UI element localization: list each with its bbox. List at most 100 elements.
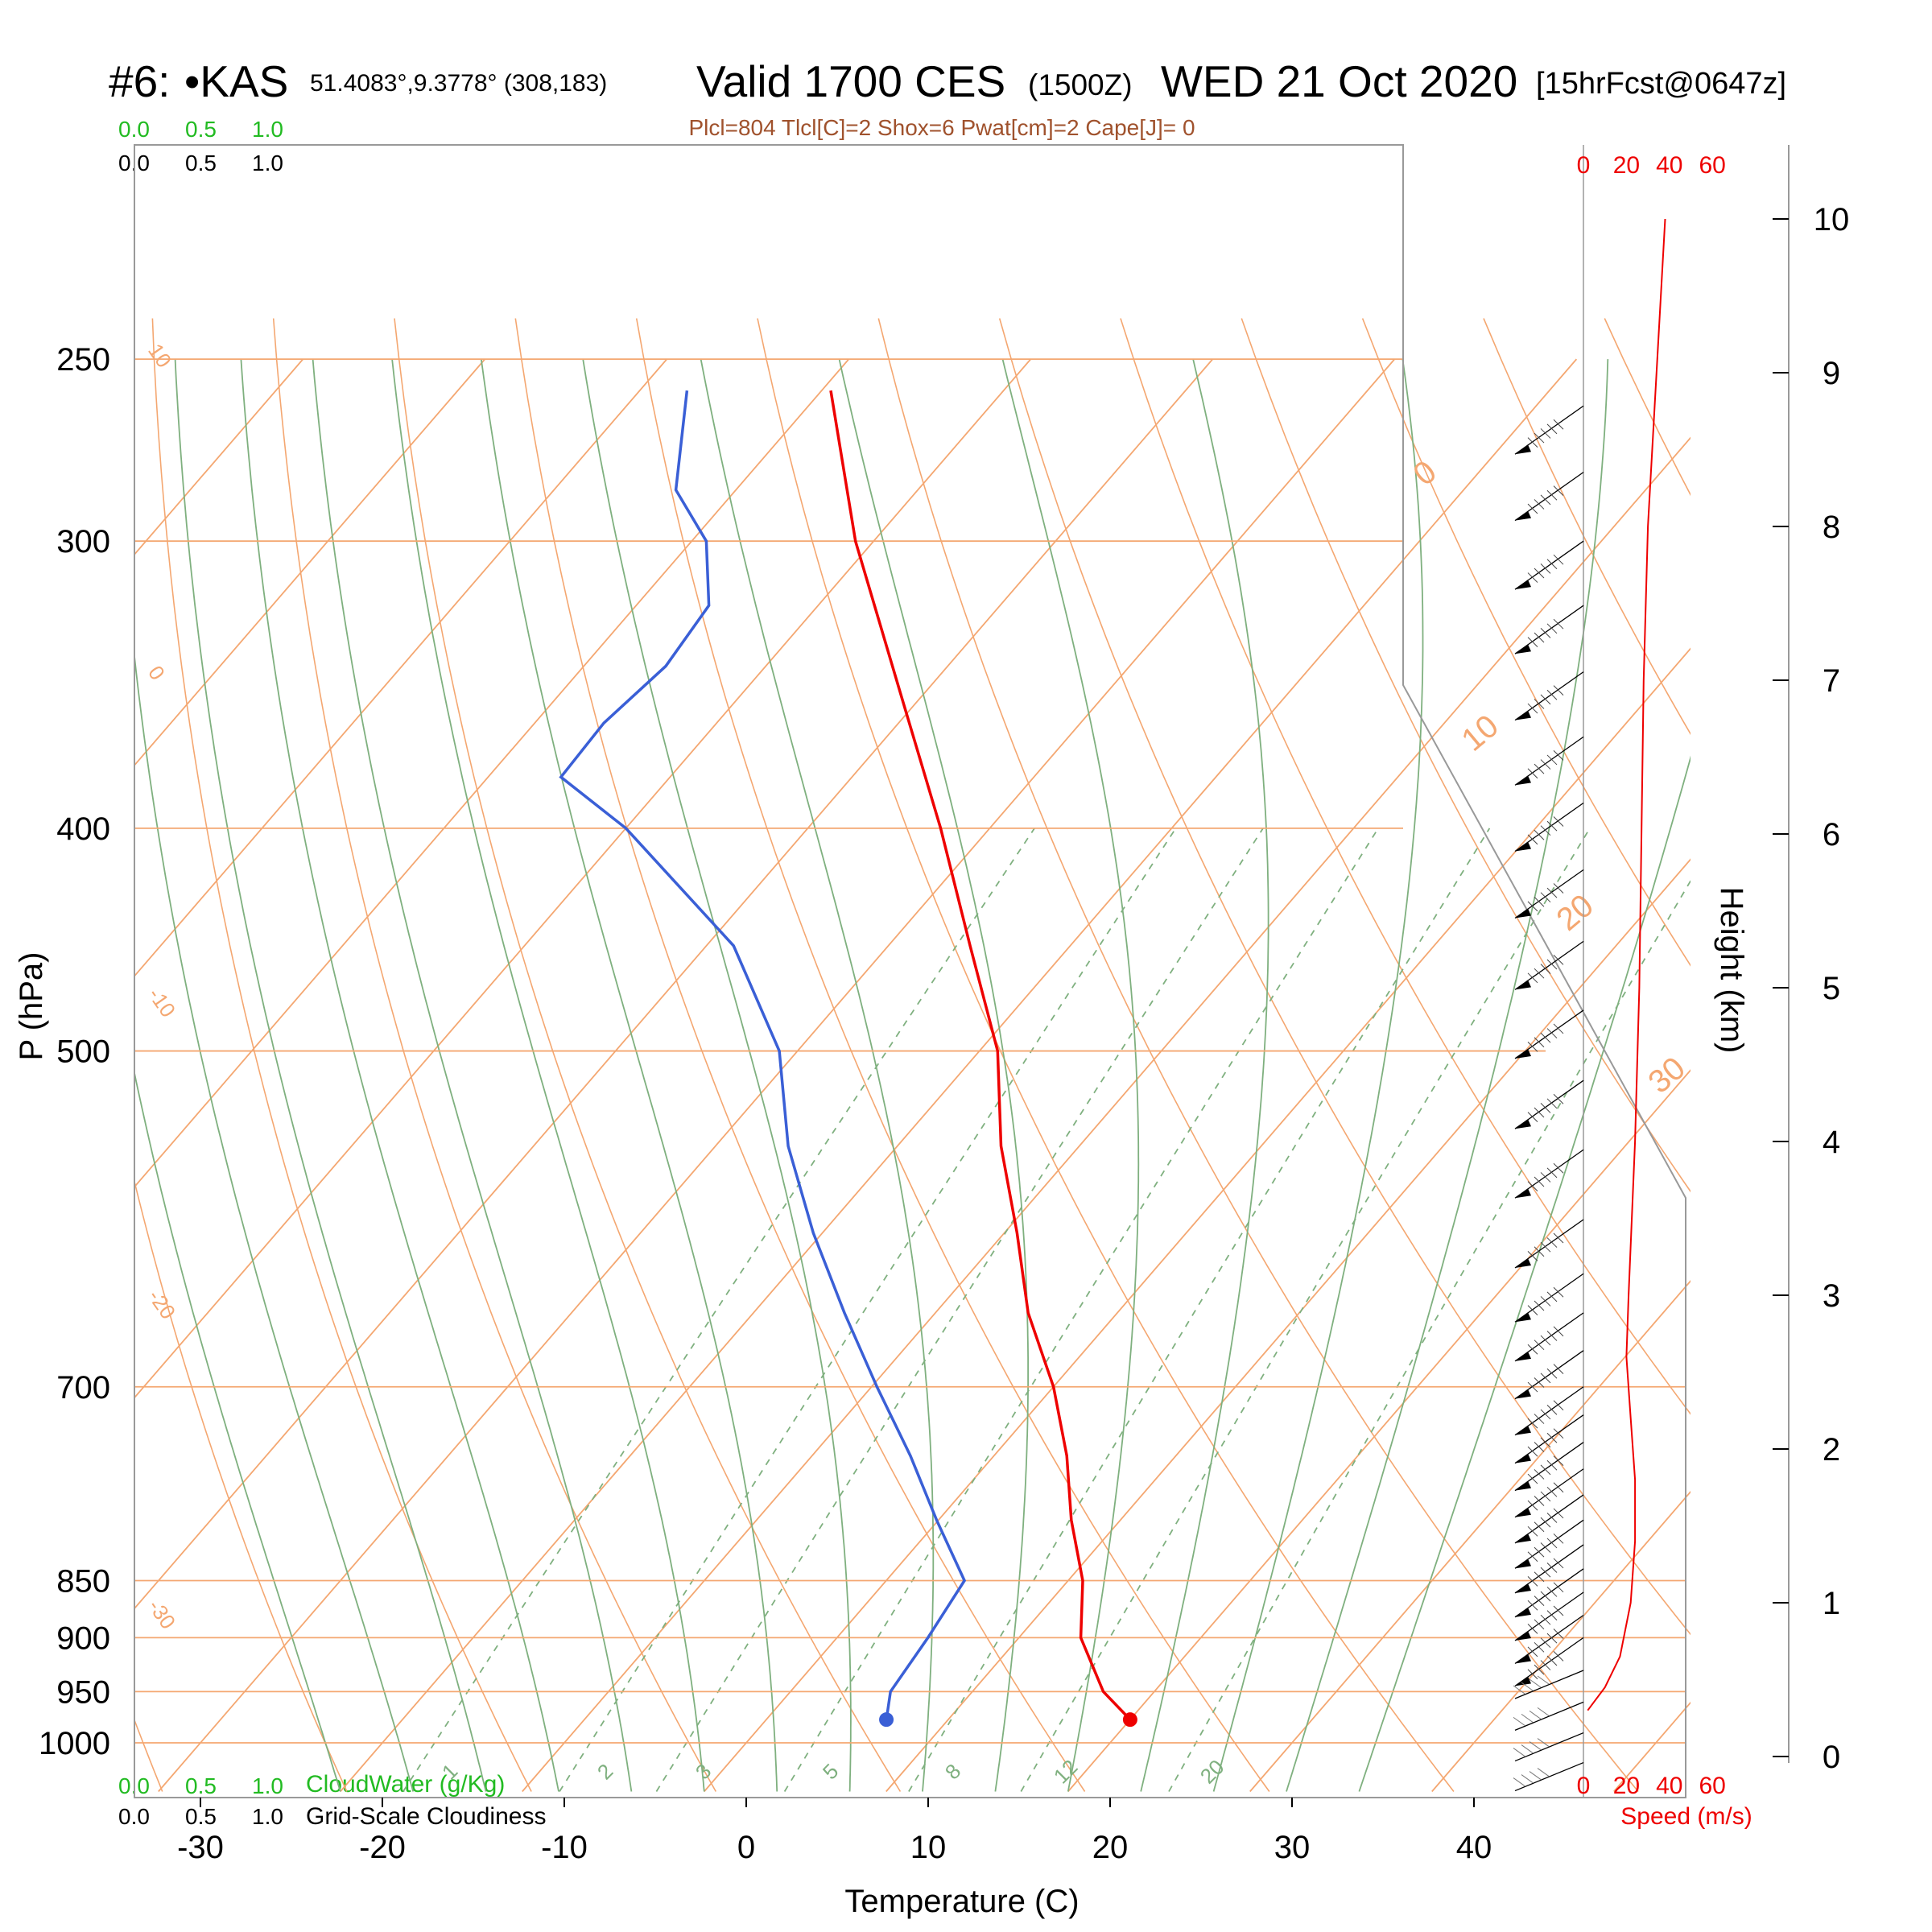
dry-adiabat-line [1847,319,1932,1792]
mixing-ratio-label: 8 [940,1759,965,1784]
surface-temperature-dot [1122,1712,1137,1728]
wind-barb [1514,1591,1584,1641]
cloudiness-label: Grid-Scale Cloudiness [306,1803,546,1830]
cloudiness-bottom-1: 1.0 [252,1804,283,1829]
dry-adiabat-line [134,1179,348,1792]
moist-adiabat-line [1286,359,1609,1792]
mixing-ratio-line [1020,828,1591,1792]
dry-adiabat-line [877,318,1639,1793]
wind-barb [1513,1732,1584,1762]
speed-tick-top: 60 [1699,152,1726,179]
plot-frame [134,144,1686,1798]
mixing-ratio-line [1168,879,1690,1792]
dry-adiabat-line [394,318,902,1792]
isotherm-line [1431,1490,1690,1793]
wind-barbs [1513,145,1584,1798]
x-tick-label: -20 [359,1830,406,1865]
forecast-info: [15hrFcst@0647z] [1536,67,1786,101]
height-tick-label: 1 [1823,1586,1840,1621]
pressure-tick-label: 1000 [39,1726,110,1761]
wind-barb [1514,1494,1584,1544]
pressure-tick-label: 400 [56,811,110,847]
isotherm-line [134,358,1214,1610]
x-tick-label: 30 [1274,1830,1311,1865]
wind-barb [1514,1009,1584,1059]
wind-speed-profile [1587,218,1666,1711]
moist-adiabat-line [391,359,705,1792]
height-tick-label: 10 [1814,202,1850,237]
wind-barb [1514,940,1584,990]
speed-tick-bottom: 0 [1577,1773,1591,1799]
pressure-tick-label: 850 [56,1563,110,1599]
speed-tick-top: 40 [1656,152,1682,179]
wind-barb [1514,1468,1584,1518]
height-tick-label: 7 [1823,663,1840,699]
x-tick-label: 40 [1456,1830,1492,1865]
moist-adiabat-line [1001,358,1140,1792]
dry-adiabat-line [272,318,716,1792]
wind-barb [1514,1149,1584,1199]
wind-barb [1514,1312,1584,1362]
station-coords: 51.4083°,9.3778° (308,183) [310,70,607,97]
isotherm-line [522,436,1690,1793]
dry-adiabat-line [1361,318,1690,967]
isotherm-line [704,647,1690,1793]
parcel-info: Plcl=804 Tlcl[C]=2 Shox=6 Pwat[cm]=2 Cap… [688,115,1195,140]
mixing-ratio-label: 2 [592,1759,617,1784]
height-tick-label: 4 [1823,1125,1840,1160]
isotherm-line [886,858,1690,1793]
wind-barb [1514,405,1584,455]
dry-adiabat-line [1241,318,1690,1193]
moist-adiabat-line [134,1069,341,1792]
isotherm-label: -30 [143,1595,180,1633]
wind-barb [1514,1350,1584,1400]
isotherm-line [134,358,668,977]
moist-adiabat-line [174,359,487,1792]
height-tick-label: 6 [1823,817,1840,852]
isotherm-line [1067,1069,1690,1793]
pressure-tick-label: 900 [56,1620,110,1656]
isotherm-line [134,358,486,767]
wind-barb [1514,1273,1584,1323]
moist-adiabat-line [582,358,852,1792]
x-tick-label: 0 [737,1830,755,1865]
wind-barb [1513,1761,1584,1792]
wind-barb [1513,1701,1584,1731]
isotherm-label: -20 [143,1285,180,1323]
dry-adiabat-line [757,318,1455,1792]
wind-barb [1514,605,1584,654]
isotherm-label-right: 30 [1642,1051,1692,1100]
height-tick-label: 0 [1823,1740,1840,1775]
mixing-ratio-line [655,828,1264,1792]
valid-time: Valid 1700 CES [696,56,1005,106]
zulu-time: (1500Z) [1028,68,1133,101]
mixing-ratio-line [402,828,1035,1792]
moist-adiabat-line [1212,358,1424,1792]
isotherm-line [134,358,850,1188]
isotherm-line [340,358,1578,1793]
x-tick-label: -30 [177,1830,224,1865]
dry-adiabat-line [514,318,1086,1792]
station-id: #6: [109,56,170,106]
cloudiness-scale-05: 0.5 [185,151,217,175]
pressure-tick-label: 250 [56,342,110,378]
wind-barb [1513,1670,1584,1699]
wind-barb [1514,1614,1584,1665]
cloudwater-scale-05: 0.5 [185,117,217,142]
isotherm-label: -10 [143,983,180,1022]
wind-barb [1514,1519,1584,1569]
speed-tick-top: 20 [1613,152,1640,179]
x-tick-label: -10 [541,1830,588,1865]
wind-barb [1514,1080,1584,1129]
wind-barb [1514,1219,1584,1269]
height-axis: 0 1 2 3 4 5 6 7 8 9 10 [1773,145,1849,1775]
isotherm-label-right: 20 [1550,888,1600,938]
isotherm-label: 10 [143,339,176,372]
pressure-tick-label: 300 [56,524,110,559]
wind-barb [1514,472,1584,522]
dry-adiabat-line [1604,318,1690,497]
dry-adiabat-line [1120,318,1690,1415]
height-tick-label: 5 [1823,971,1840,1006]
wind-barb [1514,671,1584,721]
pressure-tick-label: 500 [56,1034,110,1070]
